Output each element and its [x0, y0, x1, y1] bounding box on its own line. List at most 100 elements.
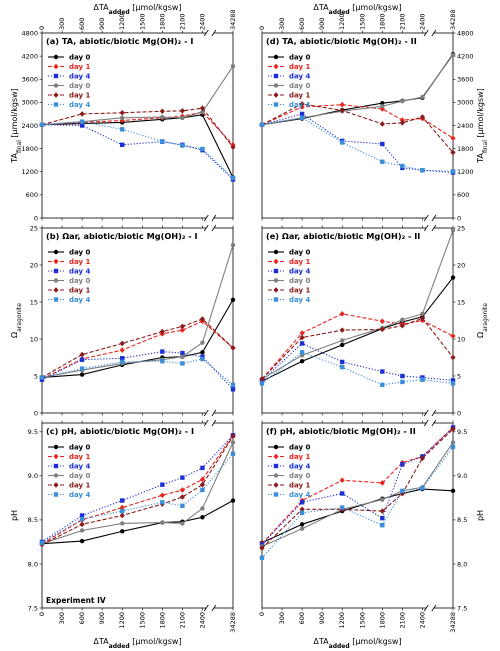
x-tick-label: 300 — [58, 612, 66, 624]
data-point — [299, 115, 305, 120]
axis-break-mark — [203, 29, 209, 37]
data-point — [299, 510, 305, 516]
data-point — [200, 356, 205, 362]
legend-label: day 0 — [289, 249, 311, 257]
x-tick-label: 1500 — [138, 13, 146, 30]
x-tick-label: 2100 — [178, 13, 186, 30]
data-point — [259, 376, 265, 382]
axis-break-mark — [423, 224, 429, 232]
x-tick-label: 1500 — [358, 612, 366, 629]
y-tick-label: 0 — [34, 409, 38, 417]
axis-break-mark — [211, 29, 217, 37]
data-point — [53, 473, 59, 478]
series-6 — [39, 356, 236, 388]
y-axis-label: pH — [10, 510, 19, 521]
x-tick-label: 900 — [98, 612, 106, 624]
data-point — [400, 379, 405, 385]
data-point — [340, 342, 345, 348]
data-point — [399, 490, 405, 497]
data-point — [120, 127, 125, 132]
x-tick-label: 600 — [78, 612, 86, 624]
data-point — [230, 345, 236, 351]
legend-label: day 4 — [69, 296, 91, 304]
data-point — [380, 522, 385, 528]
x-tick-label: 0 — [38, 26, 46, 30]
data-point — [273, 92, 279, 98]
data-point — [119, 340, 125, 347]
legend-label: day 0 — [69, 472, 91, 480]
data-point — [380, 382, 385, 388]
data-point — [79, 119, 85, 124]
series-line — [41, 500, 234, 545]
legend-label: day 4 — [69, 101, 91, 109]
data-point — [179, 108, 185, 114]
data-point — [180, 350, 185, 356]
x-tick-label: 300 — [278, 612, 286, 624]
y-tick-label: 4200 — [21, 52, 38, 60]
y-tick-label: 0 — [457, 214, 461, 222]
series-5 — [39, 316, 236, 381]
data-point — [79, 521, 85, 528]
data-point — [79, 538, 85, 544]
data-point — [450, 354, 456, 361]
data-point — [53, 92, 59, 98]
data-point — [450, 488, 456, 494]
axis-break — [206, 421, 214, 425]
axis-break-mark — [211, 419, 217, 427]
data-point — [160, 114, 165, 120]
panel-title: (e) Ωar, abiotic/biotic Mg(OH)₂ - II — [266, 231, 420, 241]
x-tick-label: 2100 — [398, 13, 406, 30]
y-tick-label: 600 — [457, 191, 469, 199]
data-point — [180, 143, 185, 148]
data-point — [180, 361, 185, 366]
data-point — [230, 297, 236, 302]
data-point — [450, 444, 456, 449]
x-tick-label: 2400 — [418, 13, 426, 30]
data-point — [380, 100, 385, 106]
data-point — [340, 505, 345, 510]
series-line — [261, 317, 454, 380]
y-tick-label: 8.5 — [457, 516, 467, 524]
data-point — [450, 381, 456, 386]
y-tick-label: 4800 — [21, 29, 38, 37]
x-tick-label: 300 — [58, 18, 66, 30]
data-point — [273, 54, 279, 60]
data-point — [159, 328, 165, 335]
data-point — [299, 500, 305, 505]
axis-break-mark — [203, 604, 209, 612]
data-point — [299, 334, 305, 341]
y-tick-label: 2400 — [457, 122, 474, 130]
data-point — [119, 109, 125, 116]
series-line — [261, 113, 454, 174]
data-point — [273, 268, 279, 274]
y-tick-label: 1800 — [21, 145, 38, 153]
data-point — [379, 326, 385, 333]
legend-label: day 4 — [69, 463, 91, 471]
series-6 — [259, 350, 456, 388]
y-tick-label: 7.5 — [28, 604, 38, 612]
data-point — [200, 340, 205, 345]
axis-break-mark — [423, 604, 429, 612]
data-point — [259, 555, 265, 560]
y-tick-label: 4200 — [457, 52, 474, 60]
plot-frame — [41, 227, 234, 414]
y-tick-label: 4800 — [457, 29, 474, 37]
x-tick-label: 2400 — [198, 13, 206, 30]
legend-label: day 4 — [289, 491, 311, 499]
y-tick-label: 1200 — [457, 168, 474, 176]
data-point — [179, 487, 185, 493]
data-point — [160, 359, 165, 364]
data-point — [53, 73, 59, 79]
x-tick-label: 600 — [298, 18, 306, 30]
legend-label: day 4 — [289, 101, 311, 109]
x-tick-label: 900 — [318, 612, 326, 624]
legend-label: day 4 — [69, 268, 91, 276]
series-2 — [259, 311, 456, 382]
data-point — [53, 287, 59, 293]
data-point — [53, 54, 59, 60]
y-tick-label: 8.5 — [28, 516, 38, 524]
y-tick-label: 1200 — [21, 168, 38, 176]
data-point — [339, 327, 345, 333]
x-tick-label: 2100 — [398, 612, 406, 629]
